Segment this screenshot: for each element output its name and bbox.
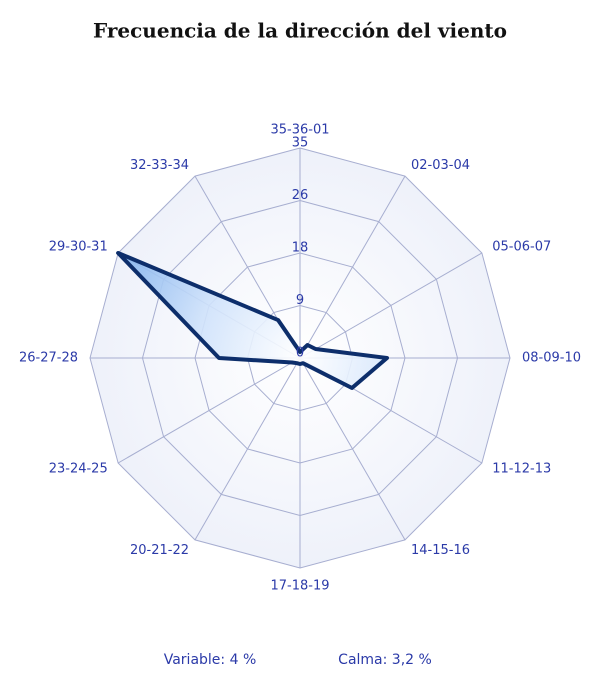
category-label: 26-27-28: [19, 351, 78, 366]
grid-spoke: [117, 357, 301, 464]
grid-spoke: [299, 175, 406, 359]
chart-title: Frecuencia de la dirección del viento: [93, 19, 507, 43]
annotation: Calma: 3,2 %: [338, 652, 432, 668]
category-label: 08-09-10: [522, 351, 581, 366]
category-label: 35-36-01: [270, 123, 329, 138]
y-tick-label: 9: [296, 293, 304, 308]
category-label: 29-30-31: [49, 240, 108, 255]
annotation: Variable: 4 %: [164, 652, 257, 668]
data-area: [116, 251, 389, 390]
category-label: 02-03-04: [411, 158, 470, 173]
category-label: 23-24-25: [49, 462, 108, 477]
category-label: 05-06-07: [492, 240, 551, 255]
y-tick-label: 26: [292, 188, 309, 203]
y-tick-label: 18: [292, 241, 309, 256]
y-tick-label: 0: [296, 346, 304, 361]
grid-spoke: [299, 252, 483, 359]
category-label: 32-33-34: [130, 158, 189, 173]
grid-spoke: [299, 357, 406, 541]
category-label: 11-12-13: [492, 462, 551, 477]
category-label: 20-21-22: [130, 543, 189, 558]
y-tick-label: 35: [292, 136, 309, 151]
category-label: 17-18-19: [270, 579, 329, 594]
grid-spoke: [194, 357, 301, 541]
category-label: 14-15-16: [411, 543, 470, 558]
